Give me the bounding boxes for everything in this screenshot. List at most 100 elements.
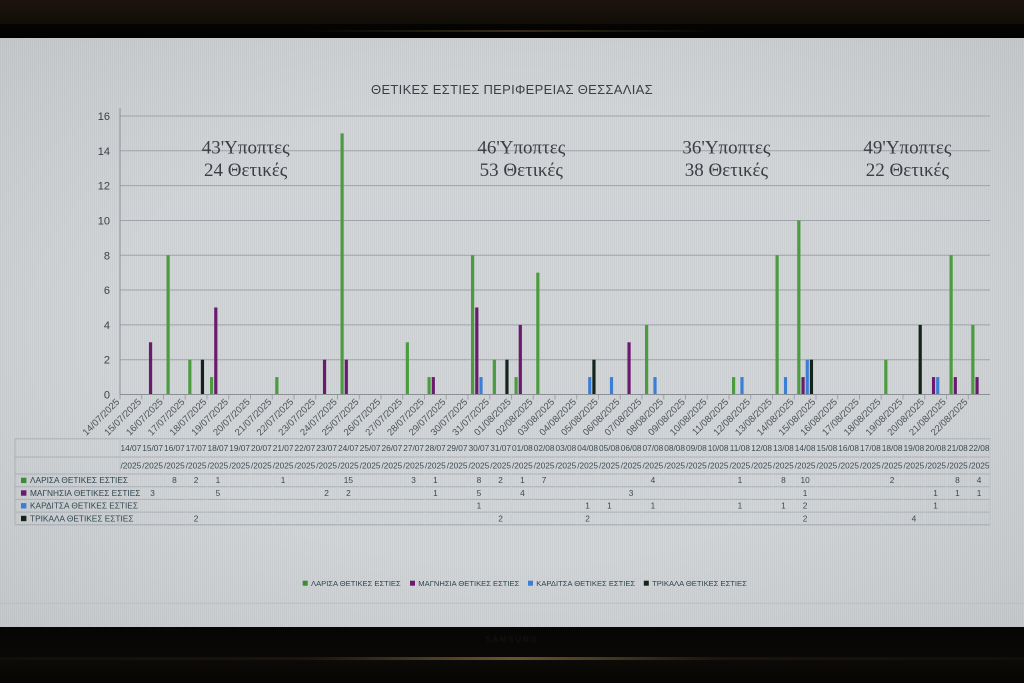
svg-text:1: 1 bbox=[933, 501, 938, 511]
svg-text:/2025: /2025 bbox=[316, 461, 337, 471]
svg-text:1: 1 bbox=[520, 475, 525, 485]
svg-text:03/08: 03/08 bbox=[555, 443, 576, 453]
svg-text:/2025: /2025 bbox=[207, 461, 228, 471]
svg-text:43'Υποπτες: 43'Υποπτες bbox=[202, 138, 290, 159]
svg-text:28/07: 28/07 bbox=[425, 443, 446, 453]
svg-text:06/08: 06/08 bbox=[621, 443, 642, 453]
svg-text:4: 4 bbox=[912, 513, 917, 523]
svg-text:1: 1 bbox=[607, 501, 612, 511]
svg-text:1: 1 bbox=[281, 475, 286, 485]
svg-text:/2025: /2025 bbox=[381, 461, 402, 471]
svg-text:/2025: /2025 bbox=[403, 461, 424, 471]
svg-text:/2025: /2025 bbox=[555, 461, 576, 471]
svg-text:ΚΑΡΔΙΤΣΑ ΘΕΤΙΚΕΣ ΕΣΤΙΕΣ: ΚΑΡΔΙΤΣΑ ΘΕΤΙΚΕΣ ΕΣΤΙΕΣ bbox=[536, 579, 635, 588]
svg-text:8: 8 bbox=[477, 475, 482, 485]
svg-text:14: 14 bbox=[98, 146, 110, 158]
svg-text:16/08: 16/08 bbox=[838, 443, 859, 453]
svg-text:13/08: 13/08 bbox=[773, 443, 794, 453]
svg-text:26/07: 26/07 bbox=[381, 443, 402, 453]
svg-text:1: 1 bbox=[585, 501, 590, 511]
svg-text:19/07: 19/07 bbox=[229, 443, 250, 453]
svg-text:1: 1 bbox=[433, 488, 438, 498]
svg-text:/2025: /2025 bbox=[534, 461, 555, 471]
svg-text:16/07: 16/07 bbox=[164, 443, 185, 453]
svg-text:6: 6 bbox=[104, 285, 110, 297]
svg-text:ΜΑΓΝΗΣΙΑ ΘΕΤΙΚΕΣ ΕΣΤΙΕΣ: ΜΑΓΝΗΣΙΑ ΘΕΤΙΚΕΣ ΕΣΤΙΕΣ bbox=[30, 488, 140, 498]
svg-text:/2025: /2025 bbox=[969, 461, 990, 471]
svg-text:08/08: 08/08 bbox=[664, 443, 685, 453]
svg-text:/2025: /2025 bbox=[903, 461, 924, 471]
svg-text:ΛΑΡΙΣΑ ΘΕΤΙΚΕΣ ΕΣΤΙΕΣ: ΛΑΡΙΣΑ ΘΕΤΙΚΕΣ ΕΣΤΙΕΣ bbox=[311, 579, 401, 588]
svg-text:1: 1 bbox=[433, 475, 438, 485]
svg-text:/2025: /2025 bbox=[251, 461, 272, 471]
svg-text:30/07: 30/07 bbox=[468, 443, 489, 453]
svg-text:/2025: /2025 bbox=[186, 461, 207, 471]
svg-text:4: 4 bbox=[520, 488, 525, 498]
svg-text:49'Υποπτες: 49'Υποπτες bbox=[863, 138, 951, 159]
svg-text:/2025: /2025 bbox=[642, 461, 663, 471]
svg-text:3: 3 bbox=[629, 488, 634, 498]
svg-text:/2025: /2025 bbox=[795, 461, 816, 471]
svg-text:2: 2 bbox=[890, 475, 895, 485]
svg-text:02/08: 02/08 bbox=[534, 443, 555, 453]
svg-text:2: 2 bbox=[498, 475, 503, 485]
svg-text:/2025: /2025 bbox=[751, 461, 772, 471]
svg-text:/2025: /2025 bbox=[142, 461, 163, 471]
svg-text:8: 8 bbox=[172, 475, 177, 485]
svg-text:/2025: /2025 bbox=[621, 461, 642, 471]
svg-text:/2025: /2025 bbox=[577, 461, 598, 471]
svg-text:21/07: 21/07 bbox=[273, 443, 294, 453]
svg-text:/2025: /2025 bbox=[816, 461, 837, 471]
svg-text:24/07: 24/07 bbox=[338, 443, 359, 453]
svg-text:2: 2 bbox=[498, 513, 503, 523]
svg-text:1: 1 bbox=[651, 501, 656, 511]
svg-text:46'Υποπτες: 46'Υποπτες bbox=[477, 138, 565, 159]
svg-text:18/07: 18/07 bbox=[207, 443, 228, 453]
svg-text:ΚΑΡΔΙΤΣΑ ΘΕΤΙΚΕΣ ΕΣΤΙΕΣ: ΚΑΡΔΙΤΣΑ ΘΕΤΙΚΕΣ ΕΣΤΙΕΣ bbox=[30, 501, 138, 511]
svg-text:22 Θετικές: 22 Θετικές bbox=[866, 160, 950, 181]
svg-text:17/07: 17/07 bbox=[186, 443, 207, 453]
svg-text:1: 1 bbox=[977, 488, 982, 498]
svg-text:/2025: /2025 bbox=[729, 461, 750, 471]
svg-text:20/07: 20/07 bbox=[251, 443, 272, 453]
svg-text:4: 4 bbox=[977, 475, 982, 485]
svg-text:2: 2 bbox=[346, 488, 351, 498]
svg-text:/2025: /2025 bbox=[447, 461, 468, 471]
svg-text:01/08: 01/08 bbox=[512, 443, 533, 453]
svg-text:38 Θετικές: 38 Θετικές bbox=[685, 160, 769, 181]
svg-text:/2025: /2025 bbox=[425, 461, 446, 471]
svg-text:22/07: 22/07 bbox=[294, 443, 315, 453]
svg-text:/2025: /2025 bbox=[686, 461, 707, 471]
svg-text:24 Θετικές: 24 Θετικές bbox=[204, 160, 288, 181]
svg-text:/2025: /2025 bbox=[490, 461, 511, 471]
svg-text:1: 1 bbox=[477, 501, 482, 511]
svg-text:/2025: /2025 bbox=[273, 461, 294, 471]
svg-text:4: 4 bbox=[651, 475, 656, 485]
svg-text:/2025: /2025 bbox=[708, 461, 729, 471]
svg-text:36'Υποπτες: 36'Υποπτες bbox=[682, 138, 770, 159]
svg-text:3: 3 bbox=[411, 475, 416, 485]
svg-text:2: 2 bbox=[585, 513, 590, 523]
svg-text:2: 2 bbox=[194, 513, 199, 523]
svg-text:18/08: 18/08 bbox=[882, 443, 903, 453]
svg-text:/2025: /2025 bbox=[947, 461, 968, 471]
svg-text:ΤΡΙΚΑΛΑ ΘΕΤΙΚΕΣ ΕΣΤΙΕΣ: ΤΡΙΚΑΛΑ ΘΕΤΙΚΕΣ ΕΣΤΙΕΣ bbox=[652, 579, 747, 588]
svg-text:05/08: 05/08 bbox=[599, 443, 620, 453]
svg-text:12/08: 12/08 bbox=[751, 443, 772, 453]
svg-text:8: 8 bbox=[955, 475, 960, 485]
svg-text:1: 1 bbox=[933, 488, 938, 498]
svg-text:12: 12 bbox=[98, 181, 110, 193]
svg-text:2: 2 bbox=[803, 513, 808, 523]
svg-text:10: 10 bbox=[801, 475, 811, 485]
svg-text:04/08: 04/08 bbox=[577, 443, 598, 453]
svg-text:15/08: 15/08 bbox=[816, 443, 837, 453]
svg-text:/2025: /2025 bbox=[882, 461, 903, 471]
svg-text:2: 2 bbox=[104, 355, 110, 367]
svg-text:25/07: 25/07 bbox=[360, 443, 381, 453]
svg-text:1: 1 bbox=[216, 475, 221, 485]
svg-text:7: 7 bbox=[542, 475, 547, 485]
svg-text:5: 5 bbox=[477, 488, 482, 498]
svg-text:53 Θετικές: 53 Θετικές bbox=[480, 160, 564, 181]
svg-text:3: 3 bbox=[150, 488, 155, 498]
svg-text:23/07: 23/07 bbox=[316, 443, 337, 453]
